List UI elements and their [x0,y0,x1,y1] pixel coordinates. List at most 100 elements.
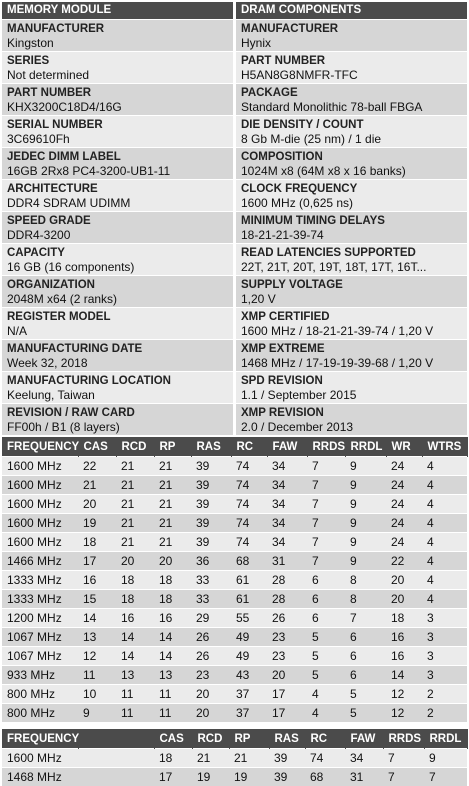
table-cell: 1600 MHz [2,476,78,495]
field-value: 2048M x64 (2 ranks) [7,292,228,307]
table-cell: 1600 MHz [2,457,78,476]
table-cell: 6 [345,647,386,666]
table-cell: 9 [345,495,386,514]
table-cell: 1600 MHz [2,749,78,768]
table-cell: 1333 MHz [2,590,78,609]
table-cell: 17 [267,685,307,704]
column-header: WR [386,437,422,457]
table-cell: 4 [422,495,467,514]
table-cell: 23 [267,647,307,666]
table-cell: 21 [116,514,154,533]
field-value: Hynix [241,36,462,51]
table-cell: 16 [78,571,116,590]
table-cell: 1200 MHz [2,609,78,628]
field-value: Not determined [7,68,228,83]
field-label: XMP CERTIFIED [241,310,462,324]
table-cell: 39 [191,533,231,552]
field-label: READ LATENCIES SUPPORTED [241,246,462,260]
field-value: 16 GB (16 components) [7,260,228,275]
table-cell: 39 [191,476,231,495]
field-label: PART NUMBER [7,86,228,100]
table-cell: 14 [116,647,154,666]
field-value: Keelung, Taiwan [7,388,228,403]
table-cell: 17 [78,552,116,571]
field-value: Kingston [7,36,228,51]
table-cell: 5 [307,666,345,685]
column-header: CAS [78,437,116,457]
table-cell: 74 [231,495,267,514]
field-value: 1.1 / September 2015 [241,388,462,403]
table-cell: 7 [307,457,345,476]
field-value: 16GB 2Rx8 PC4-3200-UB1-11 [7,164,228,179]
table-cell: 68 [231,552,267,571]
column-header: WTRS [422,437,467,457]
table-cell: 5 [345,685,386,704]
table-cell: 1466 MHz [2,552,78,571]
column-header: RAS [191,437,231,457]
table-cell: 6 [307,609,345,628]
column-header: RC [231,437,267,457]
table-cell: 1067 MHz [2,647,78,666]
table-cell: 20 [191,704,231,723]
table-cell: 1468 MHz [2,768,78,786]
table-cell: 34 [267,514,307,533]
table-cell: 16 [154,609,191,628]
field-label: ARCHITECTURE [7,182,228,196]
table-cell: 14 [154,628,191,647]
table-cell: 39 [191,457,231,476]
column-header: RAS [269,729,305,749]
field-value: H5AN8G8NMFR-TFC [241,68,462,83]
column-header: RRDS [307,437,345,457]
table-cell: 4 [422,514,467,533]
field-label: MANUFACTURING DATE [7,342,228,356]
table-cell: 20 [191,685,231,704]
field-label: MANUFACTURER [241,22,462,36]
table-cell: 800 MHz [2,704,78,723]
table-cell: 21 [154,533,191,552]
table-cell: 6 [345,666,386,685]
field-label: CLOCK FREQUENCY [241,182,462,196]
table-cell: 26 [191,628,231,647]
field-label: DIE DENSITY / COUNT [241,118,462,132]
table-cell: 31 [267,552,307,571]
column-header: RP [154,437,191,457]
table-cell: 9 [345,457,386,476]
table-cell: 5 [307,628,345,647]
table-cell: 7 [307,552,345,571]
table-cell: 24 [386,533,422,552]
field-label: SERIES [7,54,228,68]
table-cell: 8 [345,590,386,609]
field-label: PACKAGE [241,86,462,100]
table-cell: 12 [386,704,422,723]
field-value: 1,20 V [241,292,462,307]
table-cell: 7 [307,495,345,514]
field-value: Week 32, 2018 [7,356,228,371]
table-cell: 14 [386,666,422,685]
table-cell: 31 [345,768,383,786]
table-cell: 24 [386,476,422,495]
table-cell: 16 [386,628,422,647]
